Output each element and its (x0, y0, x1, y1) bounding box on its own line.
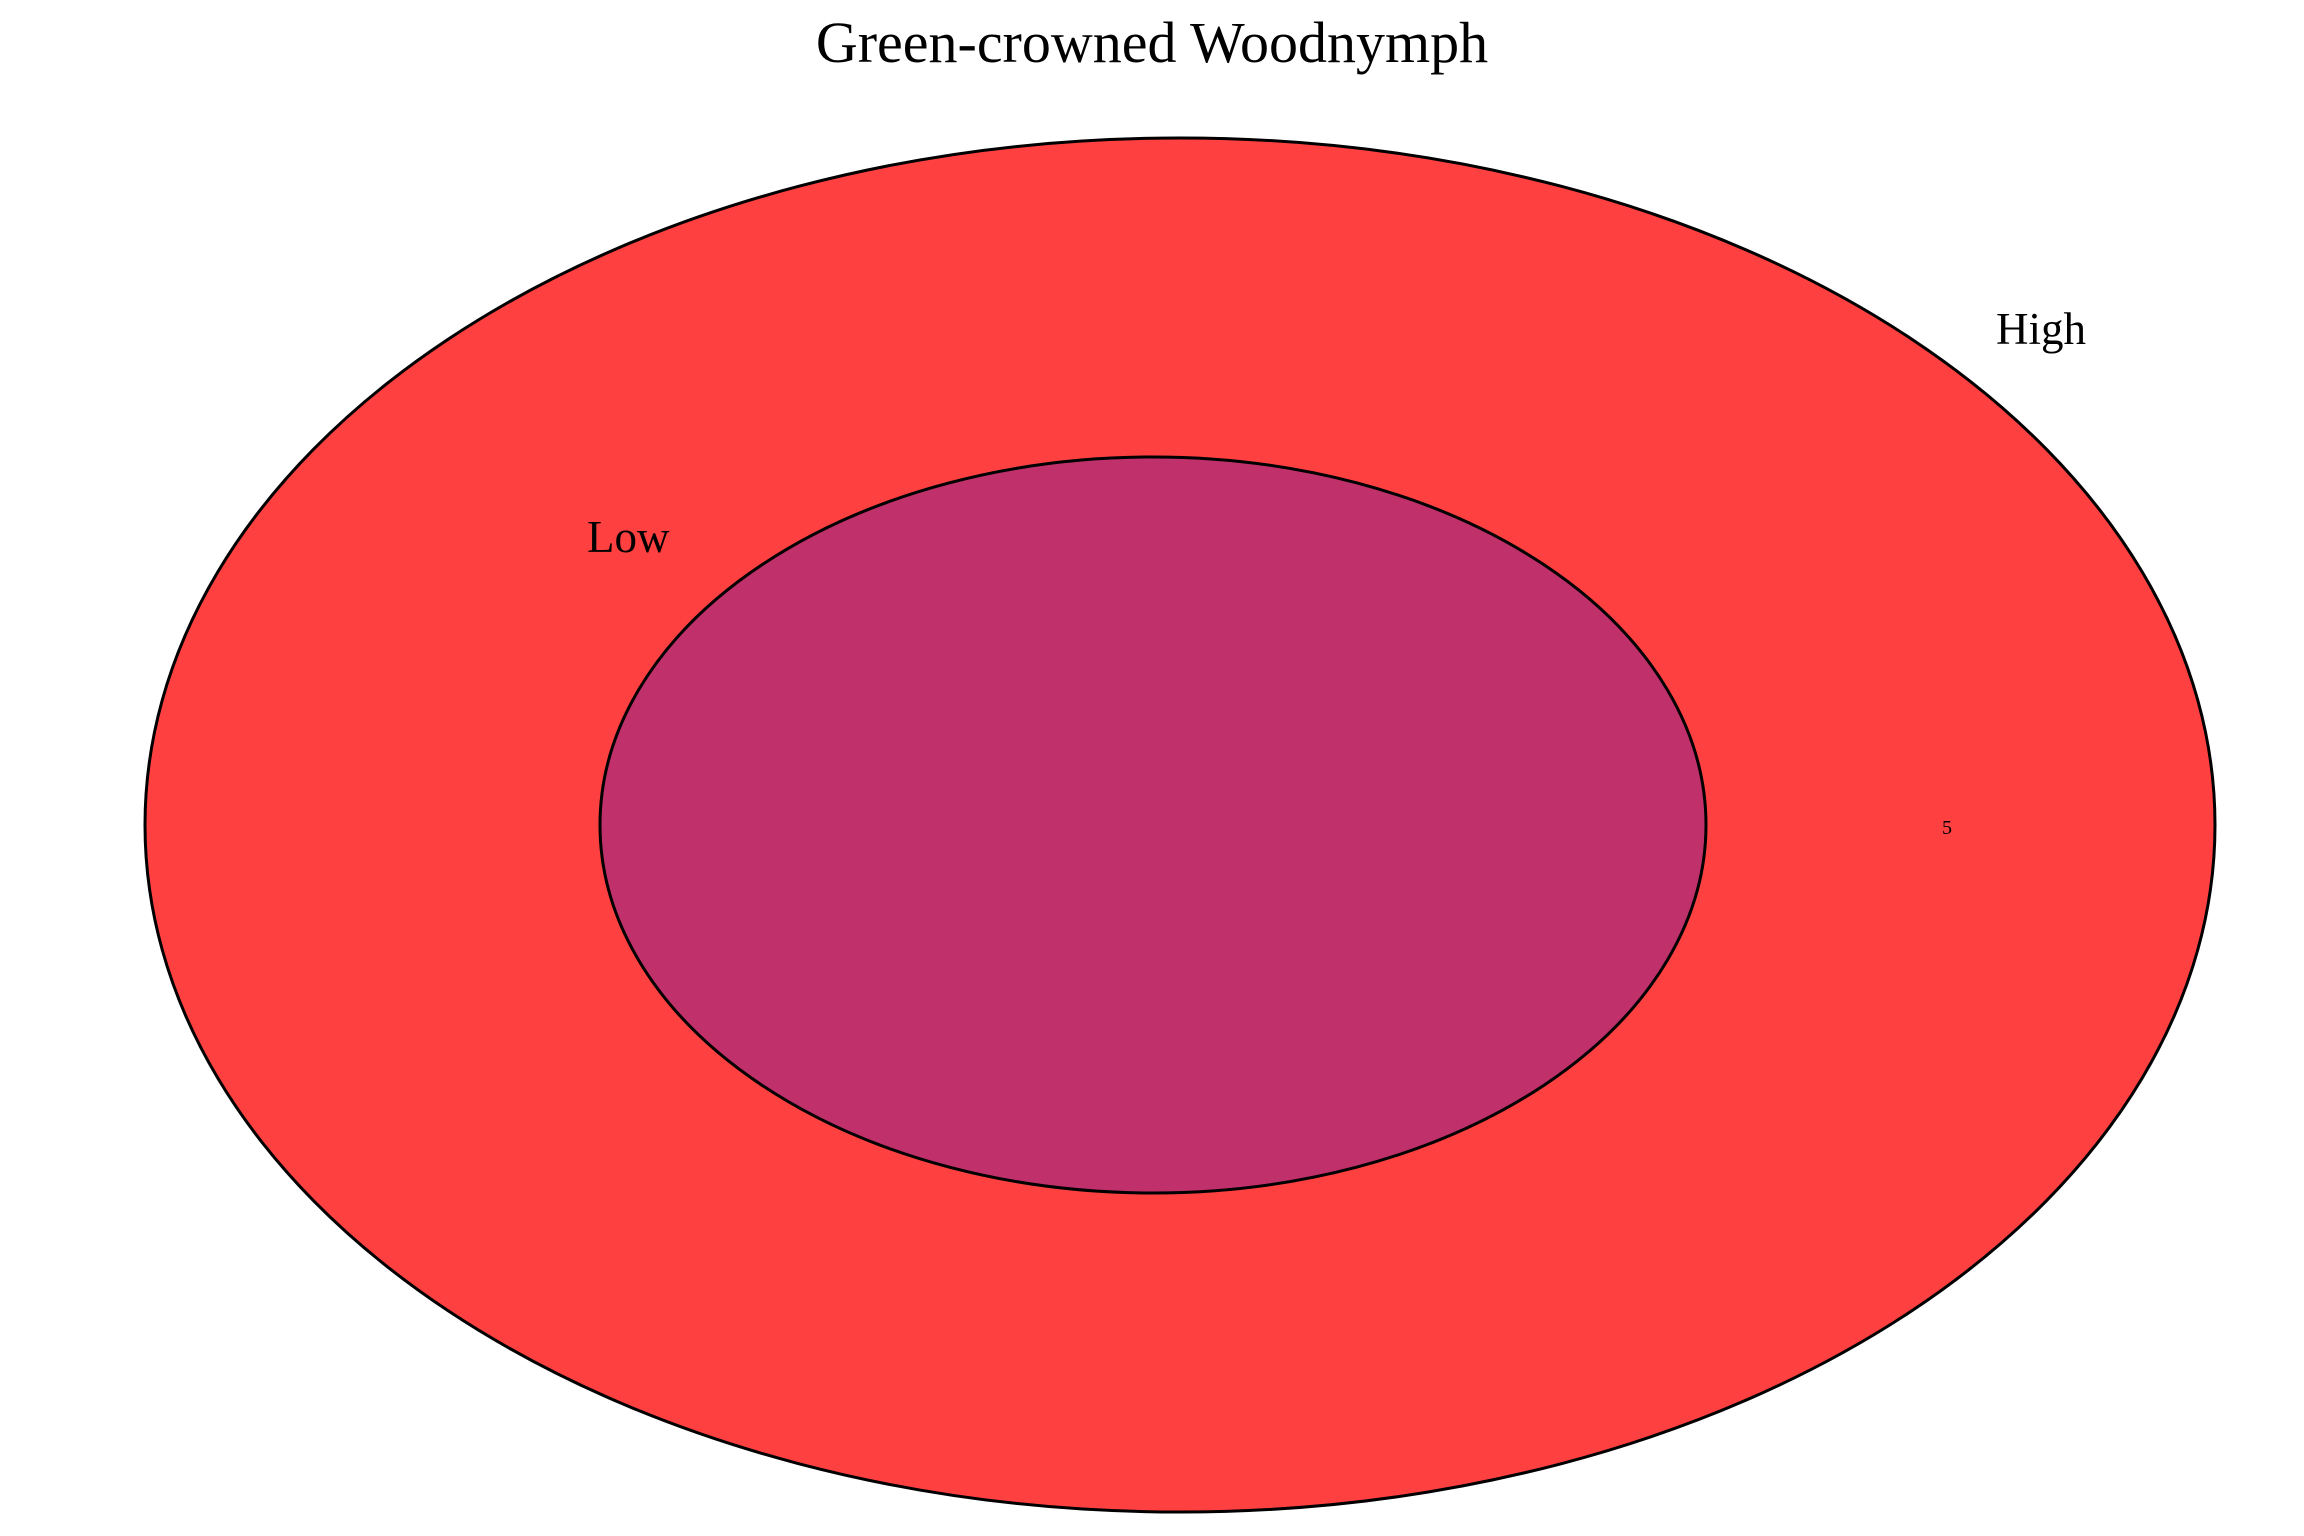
region-high-only-count: 5 (1942, 817, 1952, 839)
set-low-label: Low (587, 512, 670, 562)
diagram-title: Green-crowned Woodnymph (816, 10, 1488, 75)
set-low-circle (600, 457, 1706, 1193)
set-high-label: High (1996, 304, 2086, 354)
